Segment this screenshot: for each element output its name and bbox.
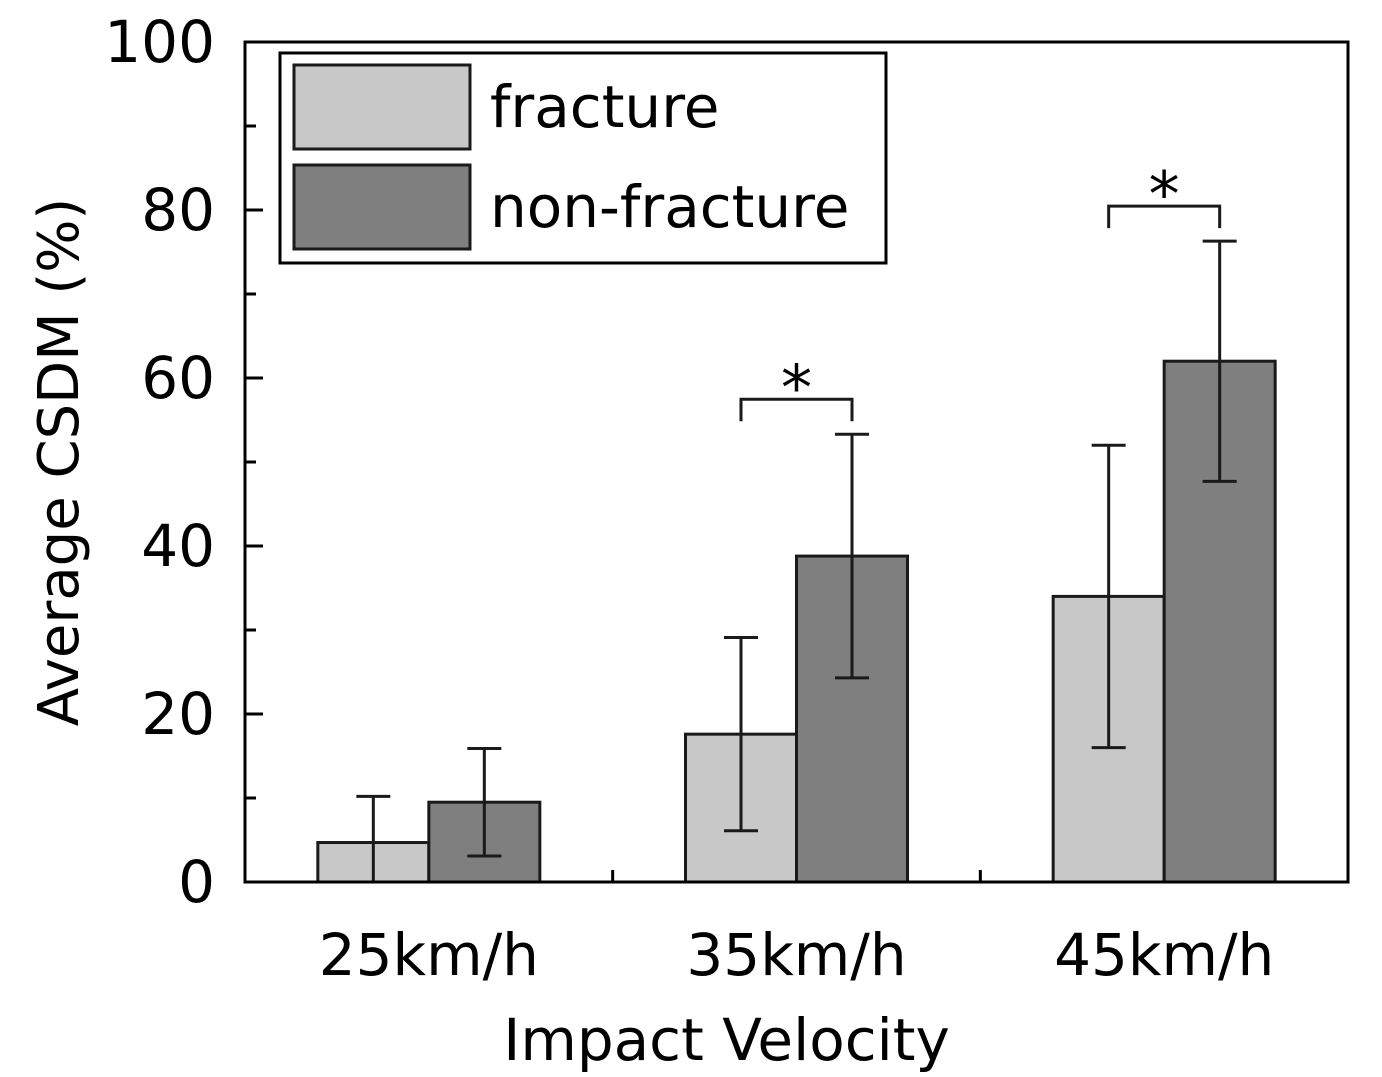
legend: fracture non-fracture: [278, 51, 888, 265]
bars-layer: [316, 359, 1277, 884]
significance-bracket: [739, 397, 854, 422]
y-tick-label: 100: [104, 8, 215, 76]
significance-bracket: [1107, 204, 1222, 229]
y-tick-label: 60: [141, 344, 215, 412]
legend-swatch-fracture: [292, 63, 472, 151]
significance-layer: **: [739, 158, 1222, 424]
significance-label: *: [1149, 158, 1180, 231]
y-tick-label: 80: [141, 176, 215, 244]
legend-label-non-fracture: non-fracture: [490, 173, 849, 241]
x-tick-label: 35km/h: [686, 921, 906, 989]
bar-non-fracture-35km/h: [795, 554, 909, 884]
axes-layer: 25km/h 35km/h 45km/h 0 20 40 60 80 100 Impact Vel…: [27, 8, 1350, 1074]
y-tick-label: 20: [141, 680, 215, 748]
x-axis-title: Impact Velocity: [503, 1006, 950, 1073]
y-tick-label: 0: [178, 848, 215, 916]
legend-swatch-non-fracture: [292, 163, 472, 251]
x-tick-label: 45km/h: [1054, 921, 1274, 989]
legend-label-fracture: fracture: [490, 73, 719, 141]
x-tick-label: 25km/h: [319, 921, 539, 989]
significance-label: *: [781, 351, 812, 424]
y-tick-label: 40: [141, 512, 215, 580]
y-axis-title: Average CSDM (%): [27, 198, 92, 727]
